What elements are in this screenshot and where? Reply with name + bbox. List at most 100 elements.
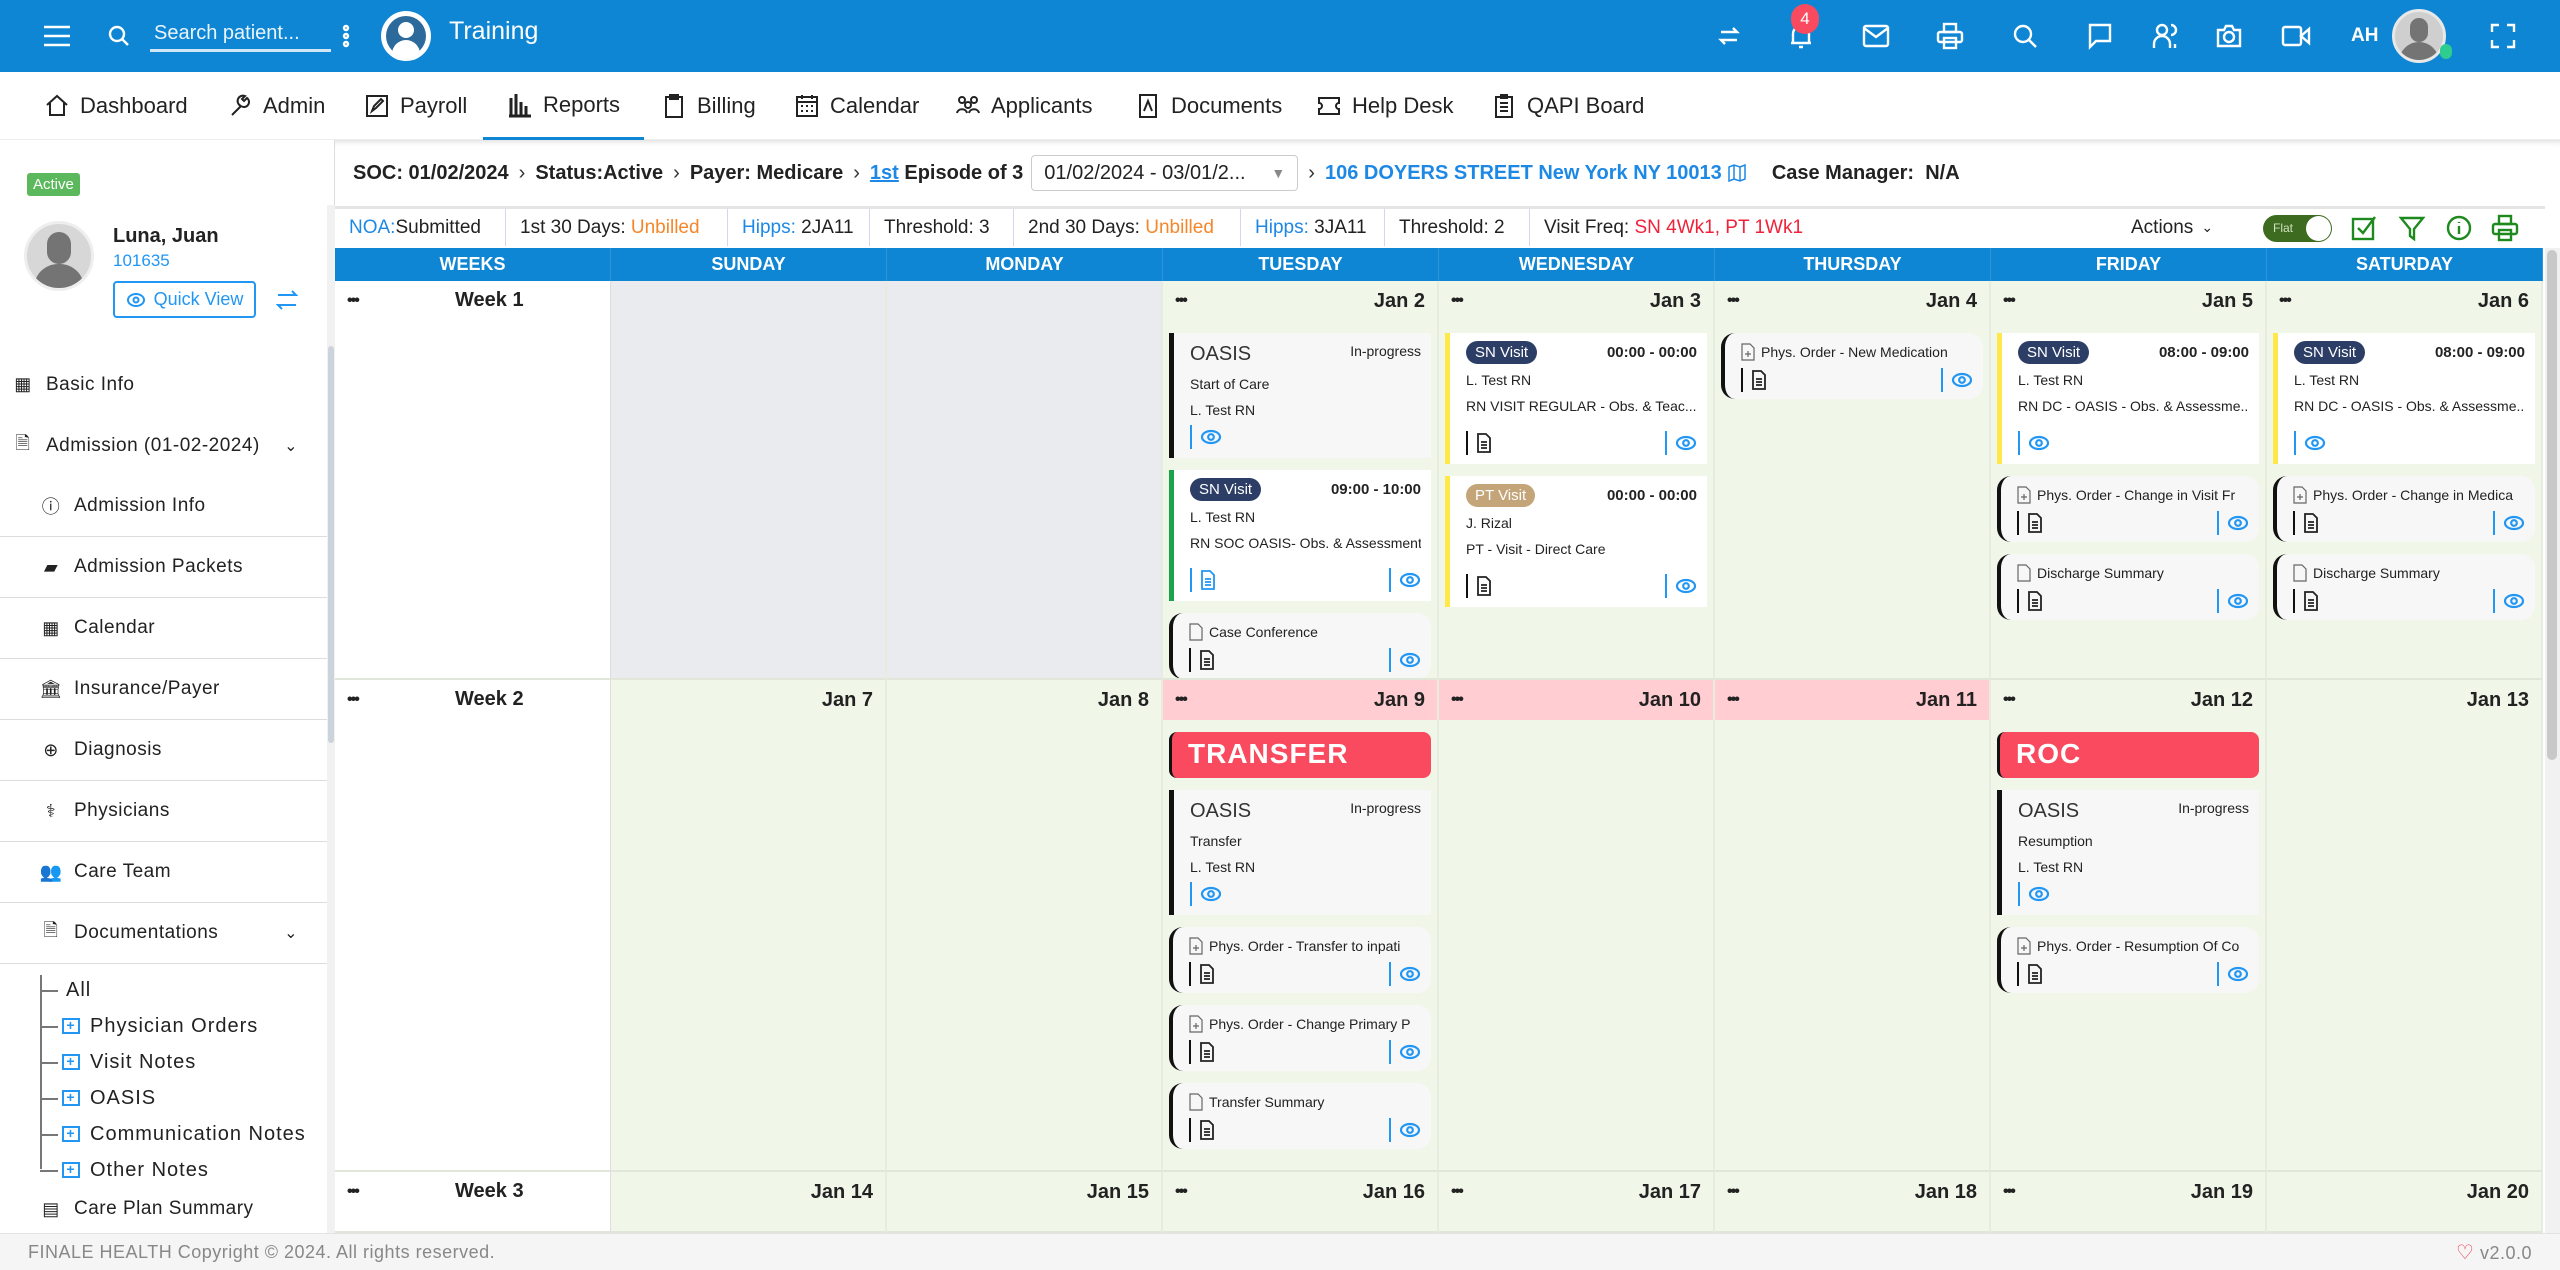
sidebar-item-basic-info[interactable]: ▦ Basic Info — [0, 354, 328, 415]
eye-icon[interactable] — [1200, 885, 1222, 903]
document-icon[interactable] — [2303, 591, 2319, 611]
sidebar-item-admission-01-02-2024[interactable]: 🗎 Admission (01-02-2024) ⌄ — [0, 415, 328, 476]
doc-tree-item-oasis[interactable]: + OASIS — [62, 1080, 156, 1116]
camera-icon[interactable] — [2211, 18, 2247, 54]
sidebar-item-admission-info[interactable]: ⓘ Admission Info — [0, 476, 328, 537]
chevron-down-icon[interactable]: ⌄ — [284, 925, 298, 942]
print-icon[interactable] — [2491, 209, 2519, 246]
day-cell[interactable]: ••• Jan 10 — [1439, 680, 1715, 1172]
day-cell[interactable]: ••• Jan 5 SN Visit 08:00 - 09:00 L. Test RN R… — [1991, 281, 2267, 680]
map-icon[interactable] — [1728, 164, 1746, 182]
day-cell[interactable]: ••• Jan 19 — [1991, 1172, 2267, 1233]
document-card[interactable]: Phys. Order - Resumption Of Co — [1997, 927, 2259, 993]
nav-item-calendar[interactable]: Calendar — [794, 72, 919, 140]
more-options-icon[interactable]: ••• — [1727, 292, 1740, 309]
info-icon[interactable] — [2445, 209, 2473, 246]
doc-tree-item-physician-orders[interactable]: + Physician Orders — [62, 1008, 258, 1044]
more-options-icon[interactable]: ••• — [2003, 1183, 2016, 1200]
check-icon[interactable] — [2350, 209, 2378, 246]
more-options-icon[interactable]: ••• — [1727, 691, 1740, 708]
document-icon[interactable] — [2027, 964, 2043, 984]
doc-tree-item-other-notes[interactable]: + Other Notes — [62, 1152, 209, 1188]
expand-plus-icon[interactable]: + — [62, 1126, 80, 1142]
avatar[interactable] — [2392, 9, 2446, 63]
visit-card[interactable]: SN Visit 00:00 - 00:00 L. Test RN RN VISIT … — [1445, 333, 1707, 464]
day-cell[interactable]: Jan 14 — [611, 1172, 887, 1233]
eye-icon[interactable] — [1399, 1121, 1421, 1139]
document-card[interactable]: Phys. Order - Change in Visit Fr — [1997, 476, 2259, 542]
visit-card[interactable]: SN Visit 09:00 - 10:00 L. Test RN RN SOC OA… — [1169, 470, 1431, 601]
video-icon[interactable] — [2278, 18, 2314, 54]
more-options-icon[interactable]: ••• — [1451, 691, 1464, 708]
nav-item-admin[interactable]: Admin — [227, 72, 325, 140]
main-scrollbar-thumb[interactable] — [2547, 250, 2557, 760]
eye-icon[interactable] — [1399, 651, 1421, 669]
expand-plus-icon[interactable]: + — [62, 1090, 80, 1106]
sidebar-item-diagnosis[interactable]: ⊕ Diagnosis — [0, 720, 328, 781]
event-banner[interactable]: ROC — [1997, 732, 2259, 778]
eye-icon[interactable] — [1675, 577, 1697, 595]
mail-icon[interactable] — [1858, 18, 1894, 54]
visit-card[interactable]: PT Visit 00:00 - 00:00 J. Rizal PT - Visit … — [1445, 476, 1707, 607]
sidebar-scrollbar-thumb[interactable] — [328, 346, 334, 743]
nav-item-applicants[interactable]: Applicants — [955, 72, 1093, 140]
day-cell[interactable]: ••• Jan 9 TRANSFER OASIS In-progress Transfer… — [1163, 680, 1439, 1172]
more-options-icon[interactable]: ••• — [1175, 691, 1188, 708]
sidebar-item-calendar[interactable]: ▦ Calendar — [0, 598, 328, 659]
more-options-icon[interactable]: ••• — [1727, 1183, 1740, 1200]
eye-icon[interactable] — [1399, 965, 1421, 983]
document-icon[interactable] — [1476, 433, 1492, 453]
quick-view-button[interactable]: Quick View — [113, 281, 256, 318]
eye-icon[interactable] — [2028, 885, 2050, 903]
document-icon[interactable] — [1200, 570, 1216, 590]
more-options-icon[interactable]: ••• — [347, 292, 360, 309]
document-icon[interactable] — [1751, 370, 1767, 390]
document-icon[interactable] — [1199, 650, 1215, 670]
expand-plus-icon[interactable]: + — [62, 1162, 80, 1178]
nav-item-dashboard[interactable]: Dashboard — [44, 72, 188, 140]
document-card[interactable]: Discharge Summary — [2273, 554, 2535, 620]
swap-icon[interactable] — [1711, 18, 1747, 54]
eye-icon[interactable] — [1951, 371, 1973, 389]
episode-ordinal-link[interactable]: 1st — [869, 161, 899, 184]
eye-icon[interactable] — [2227, 965, 2249, 983]
document-icon[interactable] — [2027, 513, 2043, 533]
search-icon[interactable] — [101, 18, 137, 54]
visit-card[interactable]: SN Visit 08:00 - 09:00 L. Test RN RN DC - O… — [2273, 333, 2535, 464]
printer-icon[interactable] — [1932, 18, 1968, 54]
document-card[interactable]: Phys. Order - Change in Medica — [2273, 476, 2535, 542]
document-card[interactable]: Phys. Order - Transfer to inpati — [1169, 927, 1431, 993]
eye-icon[interactable] — [2304, 434, 2326, 452]
oasis-card[interactable]: OASIS In-progress Start of Care L. Test RN — [1169, 333, 1431, 458]
sidebar-item-documentations[interactable]: 🗎 Documentations ⌄ — [0, 903, 328, 964]
eye-icon[interactable] — [1675, 434, 1697, 452]
more-options-icon[interactable]: ••• — [2003, 691, 2016, 708]
eye-icon[interactable] — [2503, 514, 2525, 532]
document-icon[interactable] — [1199, 1042, 1215, 1062]
day-cell[interactable]: ••• Jan 16 — [1163, 1172, 1439, 1233]
doc-tree-item-all[interactable]: All — [66, 972, 91, 1008]
day-cell[interactable]: ••• Jan 17 — [1439, 1172, 1715, 1233]
nav-item-reports[interactable]: Reports — [483, 72, 645, 140]
sidebar-item-physicians[interactable]: ⚕ Physicians — [0, 781, 328, 842]
event-banner[interactable]: TRANSFER — [1169, 732, 1431, 778]
document-icon[interactable] — [2027, 591, 2043, 611]
day-cell[interactable]: Jan 20 — [2267, 1172, 2543, 1233]
document-card[interactable]: Phys. Order - New Medication — [1721, 333, 1983, 399]
day-cell[interactable]: ••• Jan 11 — [1715, 680, 1991, 1172]
doc-tree-item-visit-notes[interactable]: + Visit Notes — [62, 1044, 196, 1080]
more-options-icon[interactable]: ••• — [347, 1183, 360, 1200]
document-icon[interactable] — [1476, 576, 1492, 596]
eye-icon[interactable] — [2227, 514, 2249, 532]
more-options-icon[interactable]: ••• — [1175, 292, 1188, 309]
nav-item-documents[interactable]: Documents — [1135, 72, 1282, 140]
document-card[interactable]: Case Conference — [1169, 613, 1431, 678]
nav-item-qapi-board[interactable]: QAPI Board — [1491, 72, 1644, 140]
menu-icon[interactable] — [39, 18, 75, 54]
day-cell[interactable]: Jan 15 — [887, 1172, 1163, 1233]
sidebar-item-insurance-payer[interactable]: 🏛 Insurance/Payer — [0, 659, 328, 720]
patient-search-input[interactable] — [150, 18, 331, 52]
more-options-icon[interactable]: ••• — [347, 691, 360, 708]
eye-icon[interactable] — [2227, 592, 2249, 610]
swap-patient-icon[interactable] — [276, 288, 298, 312]
